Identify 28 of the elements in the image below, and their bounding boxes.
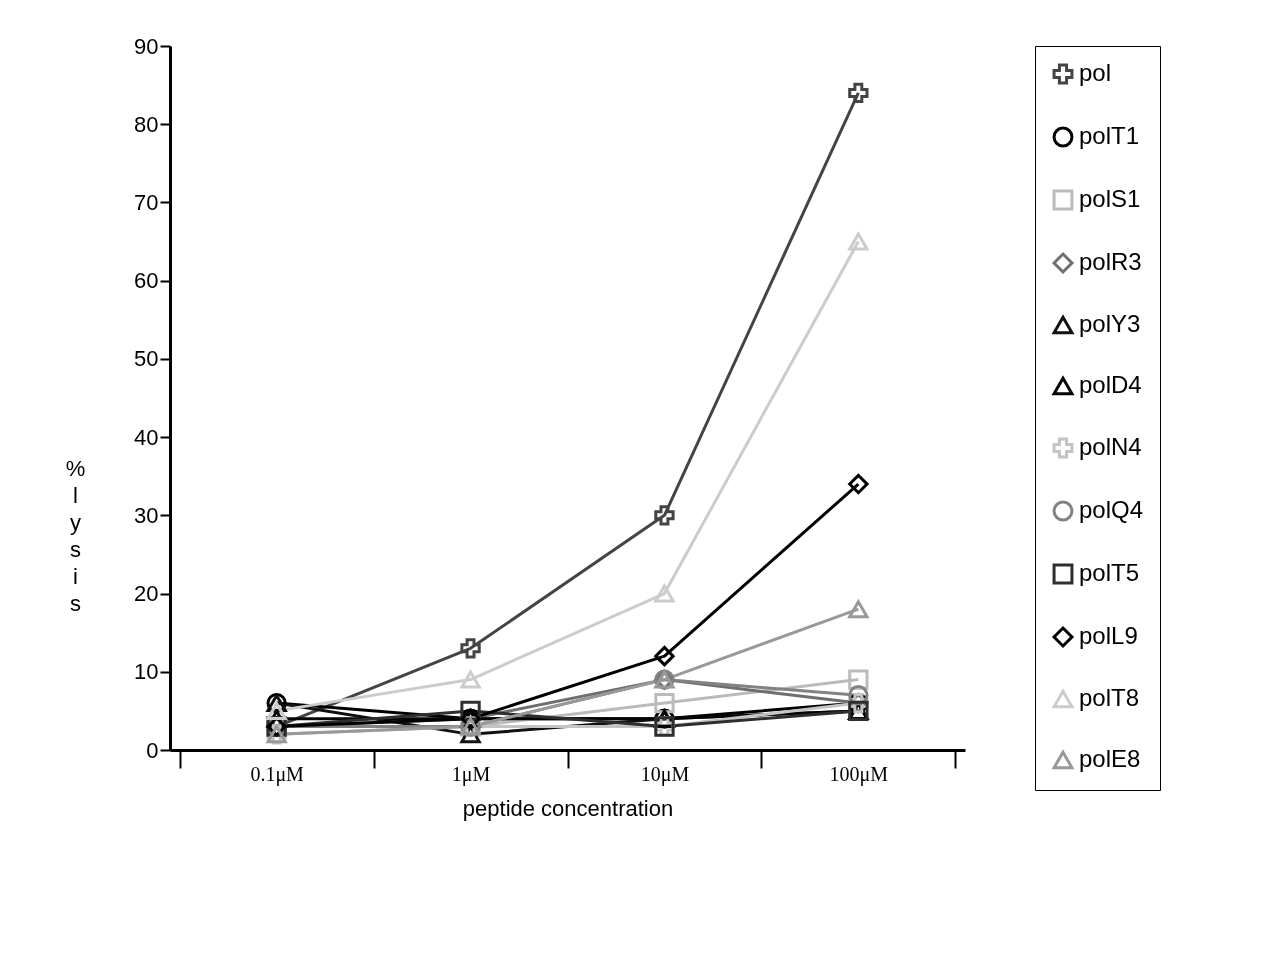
- legend-label: polT1: [1079, 122, 1140, 149]
- legend-label: polQ4: [1079, 496, 1144, 523]
- y-tick-label: 70: [134, 189, 159, 215]
- y-tick-label: 20: [134, 581, 159, 607]
- y-tick-label: 80: [134, 111, 159, 137]
- legend-label: polT8: [1079, 684, 1140, 711]
- y-tick-label: 0: [146, 737, 159, 763]
- legend-label: polS1: [1079, 185, 1141, 212]
- y-axis-title: % lysis: [65, 455, 86, 616]
- legend-label: polR3: [1079, 248, 1142, 275]
- legend-label: polE8: [1079, 745, 1141, 772]
- legend-label: polN4: [1079, 433, 1142, 460]
- y-tick-label: 90: [134, 33, 159, 59]
- legend-label: polT5: [1079, 559, 1140, 586]
- legend-label: polD4: [1079, 371, 1142, 398]
- x-tick-label: 10μM: [640, 762, 690, 786]
- x-axis-title: peptide concentration: [462, 795, 674, 821]
- y-tick-label: 30: [134, 502, 159, 528]
- x-tick-label: 0.1μM: [250, 762, 305, 786]
- x-tick-label: 100μM: [829, 762, 889, 786]
- y-tick-label: 40: [134, 424, 159, 450]
- y-tick-label: 10: [134, 659, 159, 685]
- x-tick-label: 1μM: [451, 762, 491, 786]
- legend-label: polL9: [1079, 622, 1138, 649]
- legend-label: polY3: [1079, 310, 1141, 337]
- legend-label: pol: [1079, 59, 1112, 86]
- y-tick-label: 50: [134, 346, 159, 372]
- y-tick-label: 60: [134, 268, 159, 294]
